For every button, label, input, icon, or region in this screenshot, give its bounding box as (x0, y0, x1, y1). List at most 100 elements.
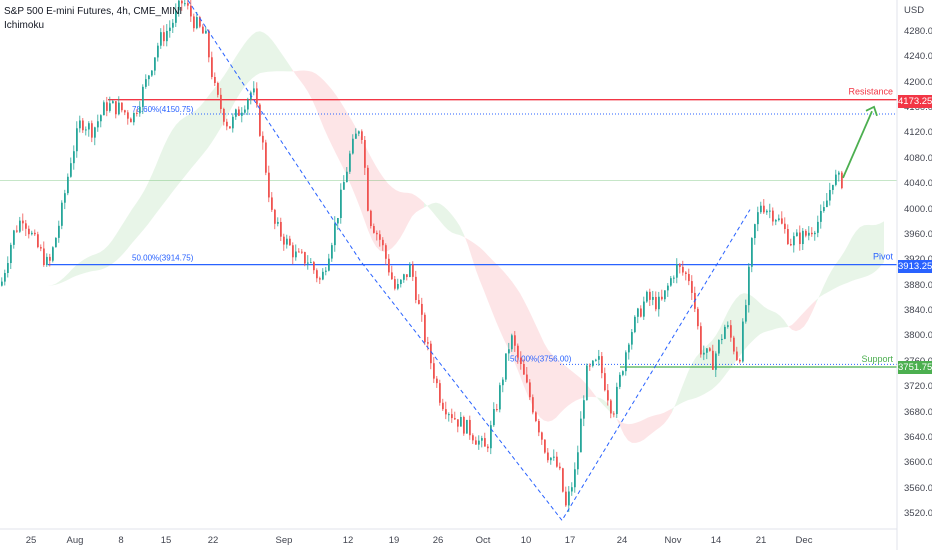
cloud-segment (132, 203, 136, 244)
candle-body (268, 172, 270, 198)
time-tick-label: 19 (388, 535, 400, 546)
cloud-segment (120, 222, 124, 258)
candle-body (385, 245, 387, 259)
cloud-segment (728, 304, 732, 372)
cloud-segment (376, 166, 380, 251)
candle-body (139, 106, 141, 114)
candle-body (298, 251, 300, 253)
candle-body (154, 57, 156, 71)
candle-body (610, 400, 612, 414)
candle-body (598, 356, 600, 360)
cloud-segment (652, 415, 656, 434)
cloud-segment (628, 423, 632, 443)
candle-body (745, 305, 747, 322)
candle-body (520, 357, 522, 365)
candle-body (466, 419, 468, 434)
candle-body (10, 244, 12, 264)
candle-body (715, 353, 717, 370)
cloud-segment (156, 155, 160, 214)
cloud-segment (552, 354, 556, 421)
resistance-label: Resistance (848, 87, 893, 97)
candle-body (415, 276, 417, 300)
cloud-segment (732, 298, 736, 367)
indicator-label: Ichimoku (4, 20, 45, 31)
candle-body (442, 402, 444, 410)
candle-body (31, 232, 33, 235)
price-tick-label: 4040.00 (904, 178, 932, 190)
drawing-overlay (187, 0, 878, 522)
candle-body (163, 32, 165, 42)
candle-body (580, 418, 582, 453)
cloud-segment (252, 32, 256, 79)
candle-body (52, 247, 54, 261)
candle-body (91, 123, 93, 138)
candle-body (553, 456, 555, 458)
candle-body (550, 457, 552, 461)
cloud-segment (592, 391, 596, 398)
cloud-segment (172, 124, 176, 193)
cloud-segment (832, 263, 836, 290)
candle-body (169, 27, 171, 31)
cloud-segment (684, 372, 688, 402)
candle-body (334, 223, 336, 246)
cloud-segment (128, 209, 132, 249)
cloud-segment (492, 259, 496, 322)
time-tick-label: 14 (710, 535, 722, 546)
candle-body (259, 104, 261, 136)
cloud-segment (852, 231, 856, 281)
candle-body (409, 264, 411, 277)
cloud-segment (216, 81, 220, 136)
candle-body (718, 340, 720, 354)
currency-label: USD (904, 5, 925, 16)
cloud-segment (476, 244, 480, 282)
candle-body (172, 22, 174, 28)
cloud-segment (436, 202, 440, 222)
candle-body (7, 263, 9, 273)
cloud-segment (164, 137, 168, 204)
candle-body (73, 151, 75, 164)
candle-body (214, 76, 216, 83)
price-tick-label: 3920.00 (904, 254, 932, 265)
cloud-segment (864, 224, 868, 278)
price-tick-label: 4080.00 (904, 152, 932, 164)
candle-body (568, 491, 570, 506)
pivot-label: Pivot (873, 252, 894, 262)
candle-body (736, 351, 738, 360)
candle-body (277, 221, 279, 224)
candle-body (232, 116, 234, 129)
candle-body (670, 278, 672, 286)
candle-body (340, 189, 342, 218)
candle-body (184, 3, 186, 5)
candle-body (238, 109, 240, 116)
cloud-segment (776, 312, 780, 329)
cloud-segment (112, 234, 116, 264)
pivot-price-tag: 3913.25 (898, 260, 932, 273)
cloud-segment (184, 115, 188, 178)
candle-body (484, 438, 486, 447)
candle-body (634, 316, 636, 333)
candle-body (37, 234, 39, 248)
cloud-segment (480, 247, 484, 291)
cloud-segment (596, 396, 600, 402)
candle-body (781, 218, 783, 224)
cloud-segment (432, 202, 436, 217)
candle-body (679, 264, 681, 267)
candle-body (355, 133, 357, 139)
candle-body (436, 378, 438, 384)
cloud-segment (484, 251, 488, 302)
candle-body (511, 335, 513, 350)
candle-body (763, 205, 765, 213)
candle-body (814, 232, 816, 235)
candle-body (223, 108, 225, 122)
cloud-segment (812, 300, 816, 313)
candle-body (565, 491, 567, 506)
cloud-segment (696, 352, 700, 398)
cloud-segment (656, 414, 660, 431)
time-tick-label: 25 (25, 535, 37, 546)
cloud-segment (568, 368, 572, 406)
time-tick-label: 21 (755, 535, 767, 546)
candle-body (682, 266, 684, 273)
candle-body (280, 221, 282, 237)
cloud-segment (800, 312, 804, 330)
